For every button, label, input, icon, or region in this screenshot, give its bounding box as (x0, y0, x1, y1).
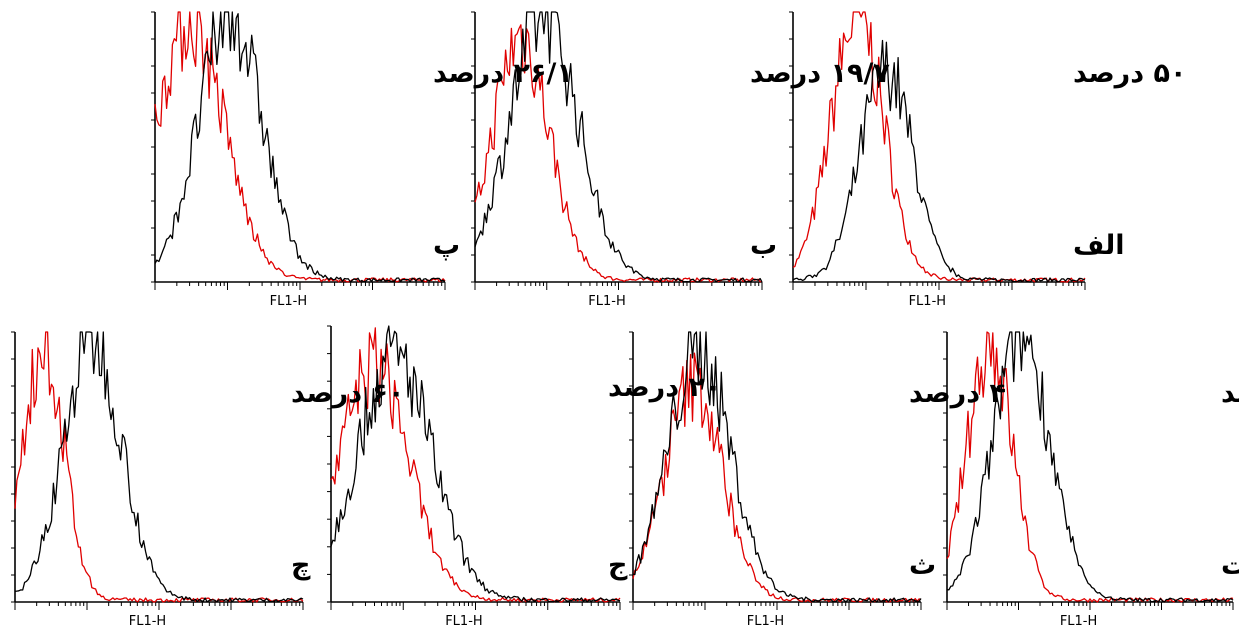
panel-letter: ت (1221, 550, 1239, 581)
control-histogram-line (155, 12, 445, 282)
x-axis-label: FL1-H (270, 294, 307, 309)
panel-letter: چ (291, 550, 311, 581)
panel-letter: ب (750, 230, 777, 261)
percentage-label: ۴ درصد (909, 378, 1006, 409)
control-histogram-line (793, 12, 1085, 282)
percentage-label: ۵۰ درصد (1221, 378, 1239, 409)
sample-histogram-line (15, 332, 303, 602)
x-axis-label: FL1-H (1060, 614, 1097, 629)
panel-letter: پ (433, 230, 460, 261)
histogram-panel: ۵۰ درصد الف FL1-H (789, 12, 1186, 309)
x-axis-label: FL1-H (445, 614, 482, 629)
percentage-label: ۲۰ درصد (608, 372, 721, 403)
percentage-label: ۱۹/۷ درصد (750, 58, 890, 89)
histogram-panel: ۵۰ درصد ت FL1-H (943, 332, 1239, 629)
panel-letter: الف (1073, 230, 1125, 261)
percentage-label: ۵۰ درصد (1073, 58, 1186, 89)
x-axis-label: FL1-H (909, 294, 946, 309)
percentage-label: ۶۰ درصد (291, 378, 404, 409)
percentage-label: ۲۶/۱ درصد (433, 58, 573, 89)
sample-histogram-line (331, 326, 620, 602)
histogram-panel: ۶۰ درصد چ FL1-H (11, 332, 404, 629)
control-histogram-line (331, 328, 620, 602)
x-axis-label: FL1-H (747, 614, 784, 629)
x-axis-label: FL1-H (129, 614, 166, 629)
panel-letter: ث (909, 550, 936, 581)
sample-histogram-line (947, 332, 1233, 602)
sample-histogram-line (155, 12, 445, 282)
histogram-panel: ۲۶/۱ درصد پ FL1-H (151, 12, 573, 309)
sample-histogram-line (475, 12, 762, 282)
panel-letter: ج (608, 550, 628, 581)
x-axis-label: FL1-H (588, 294, 625, 309)
